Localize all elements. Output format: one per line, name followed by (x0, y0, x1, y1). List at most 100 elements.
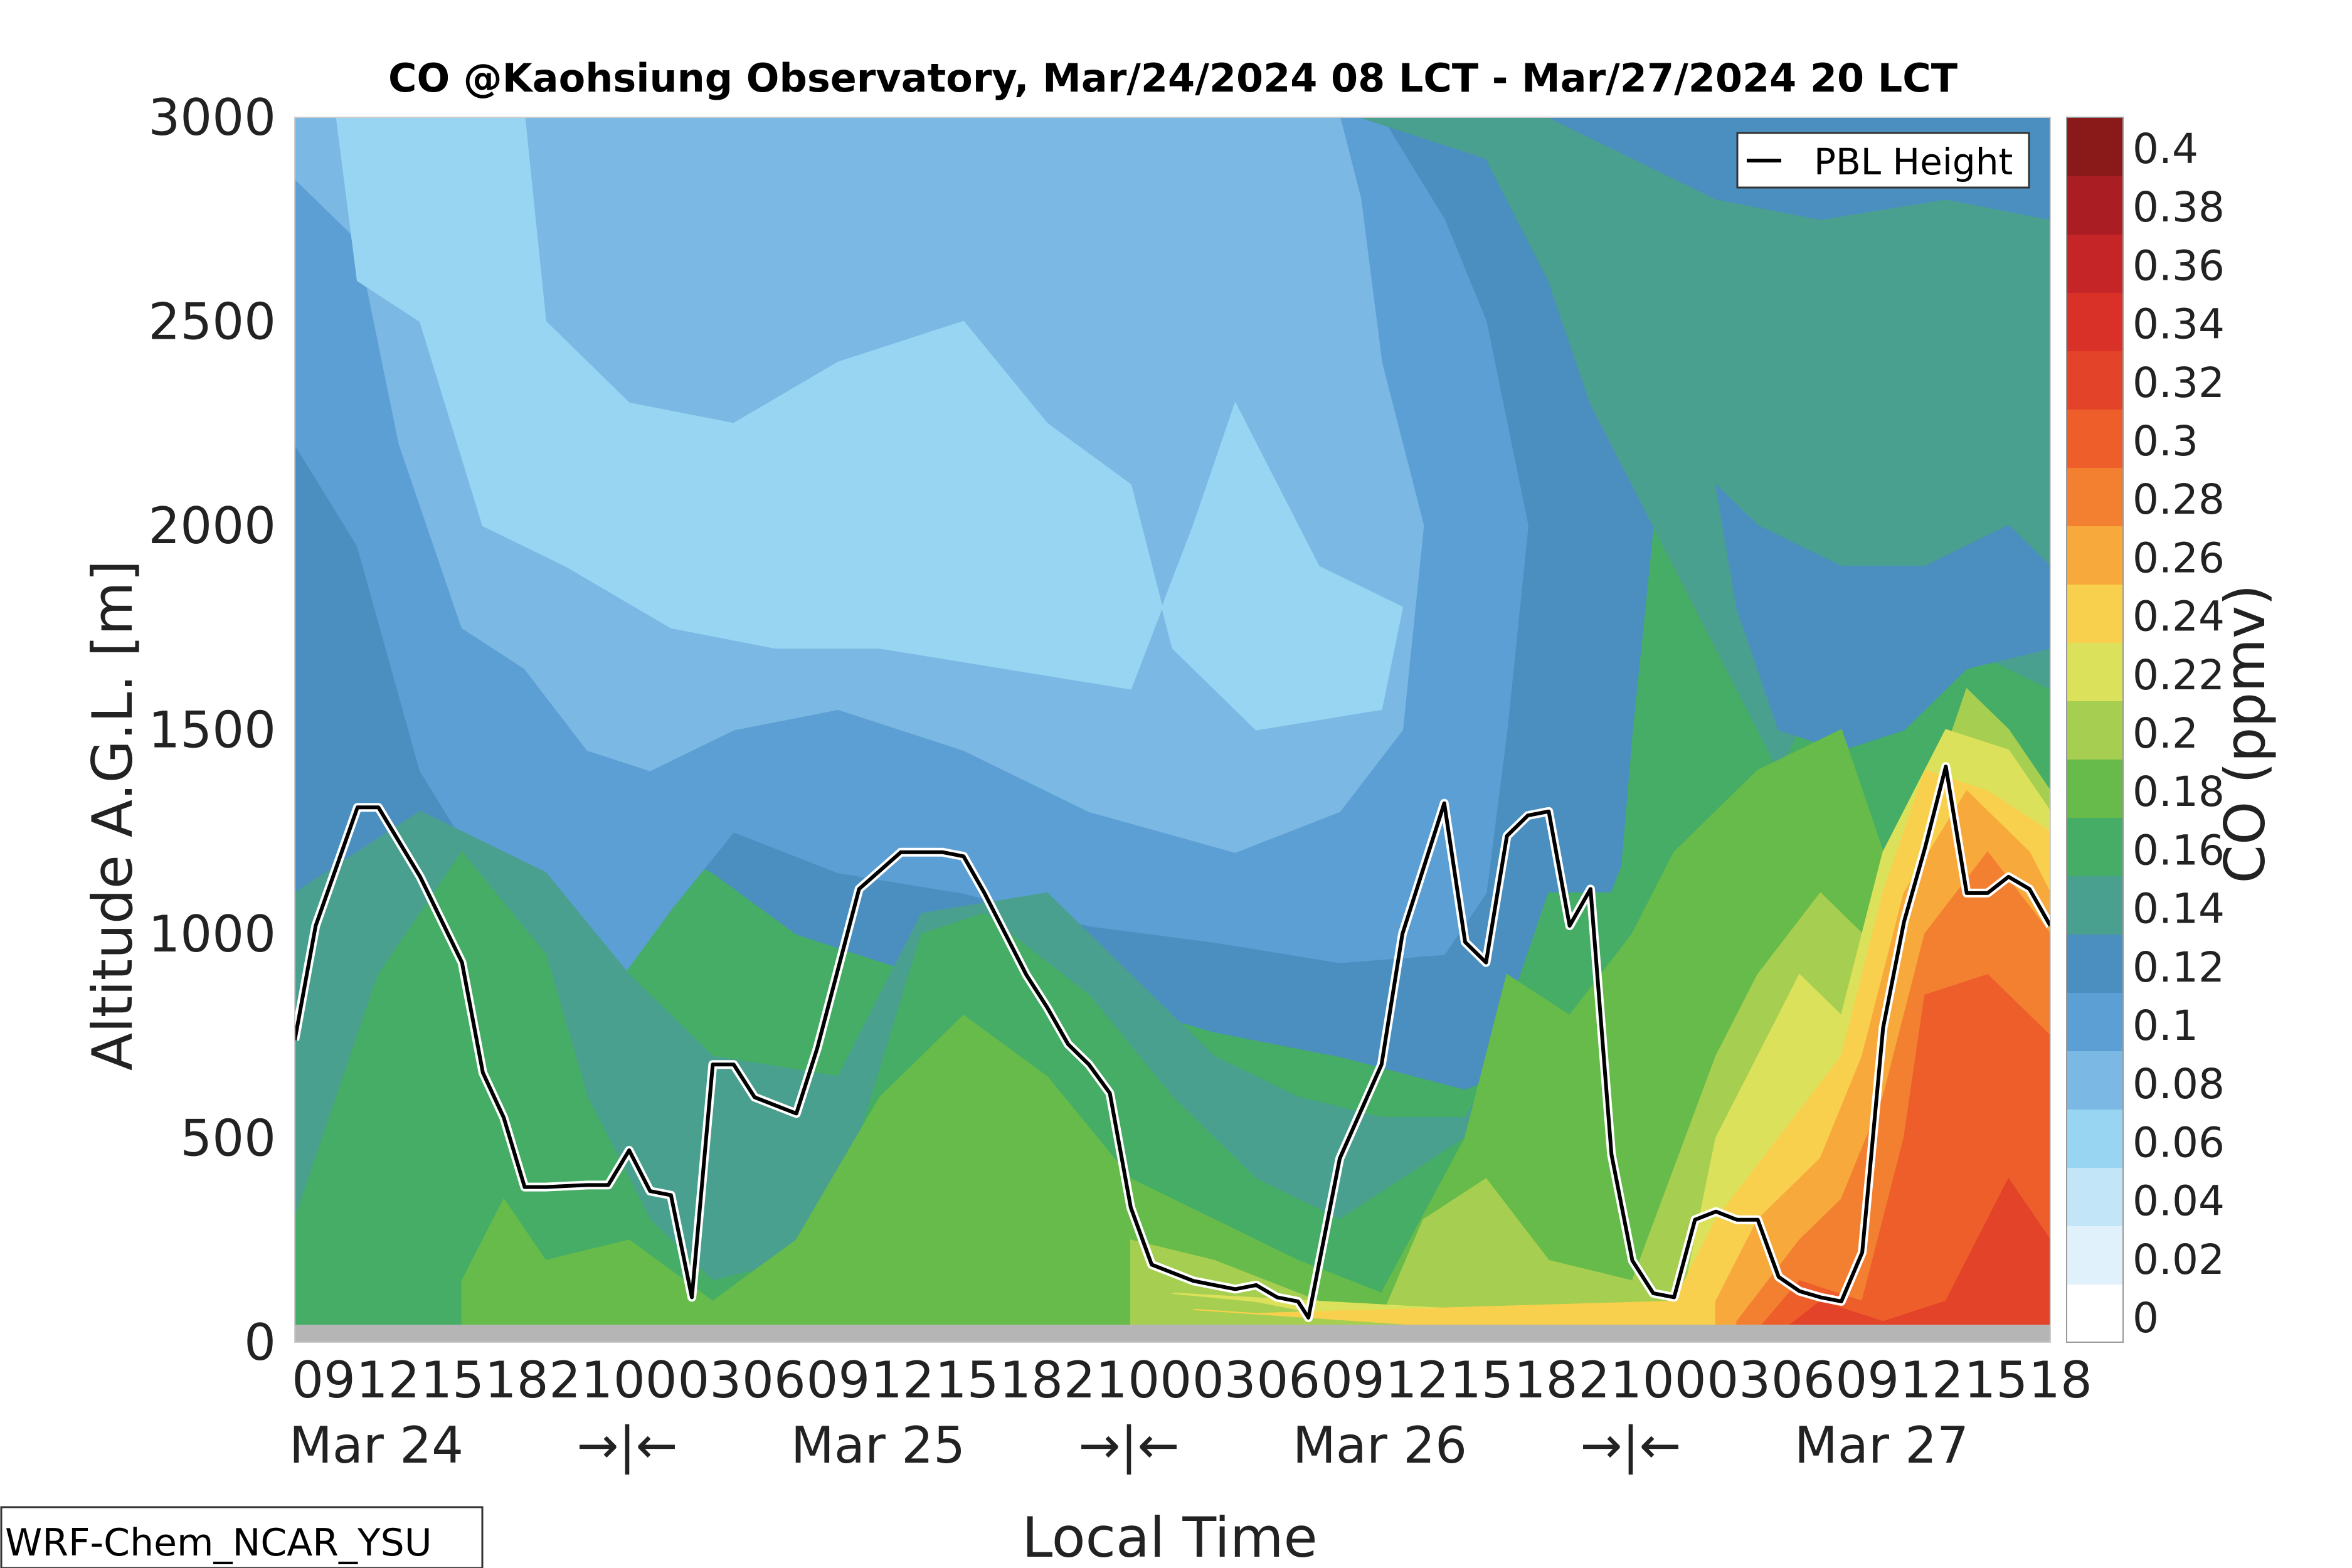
y-tick-label: 2500 (148, 293, 276, 351)
x-day-label: Mar 25 (791, 1416, 965, 1475)
colorbar-tick-label: 0.38 (2132, 183, 2225, 231)
model-label: WRF-Chem_NCAR_YSU (5, 1521, 432, 1565)
pbl-height-line (295, 762, 2050, 1322)
colorbar-swatch (2067, 1109, 2123, 1168)
colorbar-tick-label: 0.18 (2132, 768, 2225, 816)
colorbar-swatch (2067, 1051, 2123, 1110)
x-day-label: Mar 27 (1794, 1416, 1969, 1475)
y-tick-label: 500 (180, 1110, 276, 1168)
legend-label: PBL Height (1814, 140, 2013, 183)
plot-frame (294, 117, 2051, 1343)
colorbar-label: CO (ppmv) (2213, 585, 2277, 884)
colorbar-tick-label: 0.12 (2132, 943, 2225, 992)
colorbar-swatch (2067, 234, 2123, 293)
colorbar-swatch (2067, 292, 2123, 351)
x-tick-label: 00 (613, 1351, 677, 1409)
colorbar-tick-label: 0.08 (2132, 1060, 2225, 1108)
colorbar-tick-label: 0.22 (2132, 651, 2225, 699)
x-tick-label: 12 (871, 1351, 935, 1409)
colorbar-swatch (2067, 1167, 2123, 1226)
colorbar-tick-label: 0.04 (2132, 1177, 2225, 1226)
legend-box (1736, 132, 2030, 189)
x-day-label: →|← (1078, 1416, 1179, 1475)
colorbar-swatch (2067, 817, 2123, 876)
colorbar-tick-label: 0.24 (2132, 593, 2225, 641)
colorbar-swatch (2067, 351, 2123, 410)
colorbar-swatch (2067, 934, 2123, 993)
colorbar-swatch (2067, 467, 2123, 526)
colorbar-swatch (2067, 701, 2123, 760)
colorbar-swatch (2067, 1226, 2123, 1285)
x-tick-label: 06 (1771, 1351, 1835, 1409)
x-day-label: →|← (1580, 1416, 1681, 1475)
ground-strip (295, 1325, 2050, 1342)
x-tick-label: 15 (420, 1351, 484, 1409)
colorbar-swatch (2067, 992, 2123, 1051)
y-tick-label: 2000 (148, 497, 276, 555)
colorbar-tick-label: 0 (2132, 1294, 2159, 1342)
colorbar-tick-label: 0.26 (2132, 534, 2225, 582)
colorbar-swatch (2067, 1284, 2123, 1343)
x-tick-label: 00 (1128, 1351, 1192, 1409)
y-tick-label: 1500 (148, 701, 276, 760)
x-tick-label: 18 (999, 1351, 1063, 1409)
colorbar-tick-label: 0.32 (2132, 359, 2225, 407)
colorbar-swatch (2067, 526, 2123, 585)
colorbar: 0 0.02 0.04 0.06 0.08 0.1 0.12 0.14 0.16 0.18 0.2 0… (2066, 117, 2225, 1343)
x-tick-label: 21 (1064, 1351, 1128, 1409)
colorbar-swatch (2067, 176, 2123, 235)
x-tick-label: 09 (1835, 1351, 1899, 1409)
x-tick-label: 15 (1964, 1351, 2028, 1409)
legend: PBL Height (1736, 132, 2030, 189)
x-tick-label: 12 (1900, 1351, 1964, 1409)
colorbar-swatch (2067, 759, 2123, 818)
colorbar-tick-label: 0.06 (2132, 1118, 2225, 1167)
model-box (0, 1506, 484, 1568)
x-tick-label: 06 (742, 1351, 806, 1409)
colorbar-tick-label: 0.2 (2132, 709, 2198, 758)
y-tick-label: 0 (244, 1313, 276, 1372)
contour-band (336, 117, 1404, 731)
colorbar-swatch (2067, 876, 2123, 935)
x-tick-label: 09 (292, 1351, 356, 1409)
colorbar-tick-label: 0.1 (2132, 1002, 2198, 1050)
model-label-box: WRF-Chem_NCAR_YSU (0, 1506, 484, 1568)
y-tick-label: 1000 (148, 905, 276, 963)
x-tick-label: 12 (356, 1351, 420, 1409)
x-axis-label: Local Time (1022, 1505, 1317, 1568)
x-tick-label: 03 (1192, 1351, 1256, 1409)
chart-title: CO @Kaohsiung Observatory, Mar/24/2024 0… (388, 55, 1957, 101)
x-day-label: →|← (576, 1416, 677, 1475)
colorbar-tick-label: 0.14 (2132, 885, 2225, 933)
colorbar-swatch (2067, 117, 2123, 176)
y-axis-label: Altitude A.G.L. [m] (80, 560, 145, 1071)
x-tick-label: 09 (1321, 1351, 1385, 1409)
x-tick-label: 18 (485, 1351, 549, 1409)
colorbar-tick-label: 0.28 (2132, 475, 2225, 524)
y-axis-ticks: 0 500 1000 1500 2000 2500 3000 (148, 88, 276, 1372)
colorbar-swatch (2067, 584, 2123, 643)
x-tick-label: 15 (1449, 1351, 1513, 1409)
x-axis-day-labels: Mar 24 →|← Mar 25 →|← Mar 26 →|← Mar 27 (289, 1416, 1969, 1475)
x-tick-label: 09 (807, 1351, 871, 1409)
colorbar-swatch (2067, 409, 2123, 468)
x-tick-label: 18 (1514, 1351, 1578, 1409)
x-day-label: Mar 24 (289, 1416, 464, 1475)
x-day-label: Mar 26 (1293, 1416, 1467, 1475)
x-tick-label: 15 (935, 1351, 999, 1409)
x-tick-label: 18 (2028, 1351, 2092, 1409)
x-tick-label: 00 (1643, 1351, 1707, 1409)
x-tick-label: 03 (677, 1351, 741, 1409)
contour-band (1777, 1177, 2050, 1342)
x-tick-label: 03 (1707, 1351, 1771, 1409)
x-tick-label: 06 (1256, 1351, 1320, 1409)
contour-band (1715, 483, 2050, 751)
colorbar-tick-label: 0.34 (2132, 300, 2225, 349)
pbl-line (295, 765, 2050, 1320)
colorbar-tick-label: 0.4 (2132, 125, 2198, 173)
x-tick-label: 12 (1385, 1351, 1449, 1409)
colorbar-tick-label: 0.16 (2132, 826, 2225, 874)
x-tick-label: 21 (549, 1351, 613, 1409)
colorbar-tick-label: 0.02 (2132, 1236, 2225, 1284)
